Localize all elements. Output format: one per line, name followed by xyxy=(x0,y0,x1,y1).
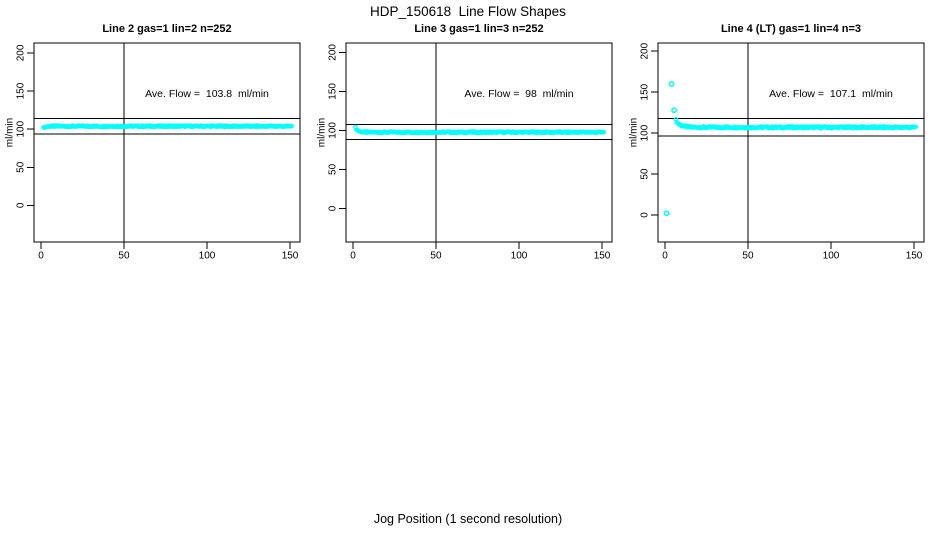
y-tick-label: 150 xyxy=(328,83,339,100)
y-tick-label: 0 xyxy=(640,212,651,218)
x-tick-label: 100 xyxy=(511,251,528,262)
outlier-point xyxy=(671,107,678,114)
x-tick-label: 100 xyxy=(823,251,840,262)
axis-tick-labels: 0 50 100 150 0 50 100 150 200 xyxy=(328,44,611,262)
plot-box xyxy=(345,42,613,243)
x-axis-outer-label: Jog Position (1 second resolution) xyxy=(373,512,563,526)
panel-title: Line 4 (LT) gas=1 lin=4 n=3 xyxy=(720,23,862,35)
x-tick-label: 150 xyxy=(906,251,923,262)
panel-line-3: Line 3 gas=1 lin=3 n=252 0 50 100 150 0 50 100… xyxy=(312,0,624,300)
plot-area-line-3: 0 50 100 150 0 50 100 150 200 ml/min xyxy=(317,42,613,262)
x-tick-label: 50 xyxy=(118,251,130,262)
y-axis-label: ml/min xyxy=(5,118,16,147)
plot-box xyxy=(657,42,925,243)
reference-lines xyxy=(34,43,300,242)
y-tick-label: 100 xyxy=(328,122,339,139)
axis-ticks xyxy=(27,52,291,249)
main-title: HDP_150618 Line Flow Shapes xyxy=(370,4,566,19)
axis-tick-labels: 0 50 100 150 0 50 100 150 200 xyxy=(640,42,923,261)
y-tick-label: 150 xyxy=(640,83,651,100)
outlier-point xyxy=(668,80,675,87)
y-tick-label: 100 xyxy=(16,120,27,137)
panel-line-2: Line 2 gas=1 lin=2 n=252 0 50 100 150 0 50 100… xyxy=(0,0,312,300)
ave-flow-annotation: Ave. Flow = 107.1 ml/min xyxy=(769,88,893,100)
ave-flow-annotation: Ave. Flow = 98 ml/min xyxy=(464,88,574,100)
reference-lines xyxy=(658,43,924,242)
panel-title: Line 2 gas=1 lin=2 n=252 xyxy=(102,23,232,35)
panel-line-4: Line 4 (LT) gas=1 lin=4 n=3 0 50 100 150 0 50… xyxy=(624,0,936,300)
x-tick-label: 0 xyxy=(38,251,44,262)
data-points xyxy=(353,124,607,136)
axis-ticks xyxy=(651,50,915,249)
y-axis-label: ml/min xyxy=(629,118,640,147)
y-tick-label: 50 xyxy=(16,161,27,173)
x-tick-label: 0 xyxy=(662,251,668,262)
data-points xyxy=(41,123,295,131)
y-tick-label: 200 xyxy=(16,44,27,61)
x-tick-label: 150 xyxy=(282,251,299,262)
y-axis-label: ml/min xyxy=(317,118,328,147)
reference-lines xyxy=(346,43,612,242)
axis-ticks xyxy=(339,51,603,249)
x-tick-label: 150 xyxy=(594,251,611,262)
y-tick-label: 200 xyxy=(328,44,339,61)
x-tick-label: 0 xyxy=(350,251,356,262)
x-tick-label: 50 xyxy=(430,251,442,262)
ave-flow-annotation: Ave. Flow = 103.8 ml/min xyxy=(145,88,269,100)
x-tick-label: 50 xyxy=(742,251,754,262)
y-tick-label: 0 xyxy=(328,205,339,211)
outlier-point xyxy=(663,210,670,217)
data-points xyxy=(663,80,919,217)
y-tick-label: 100 xyxy=(640,124,651,141)
y-tick-label: 150 xyxy=(16,82,27,99)
y-tick-label: 50 xyxy=(328,163,339,175)
x-tick-label: 100 xyxy=(199,251,216,262)
y-tick-label: 200 xyxy=(640,42,651,59)
plot-area-line-4: 0 50 100 150 0 50 100 150 200 ml/min xyxy=(629,42,925,262)
axis-tick-labels: 0 50 100 150 0 50 100 150 200 xyxy=(16,44,299,262)
y-tick-label: 0 xyxy=(16,202,27,208)
plot-area-line-2: 0 50 100 150 0 50 100 150 200 ml/min xyxy=(5,42,301,262)
panel-title: Line 3 gas=1 lin=3 n=252 xyxy=(414,23,544,35)
y-tick-label: 50 xyxy=(640,168,651,180)
plot-box xyxy=(33,42,301,243)
